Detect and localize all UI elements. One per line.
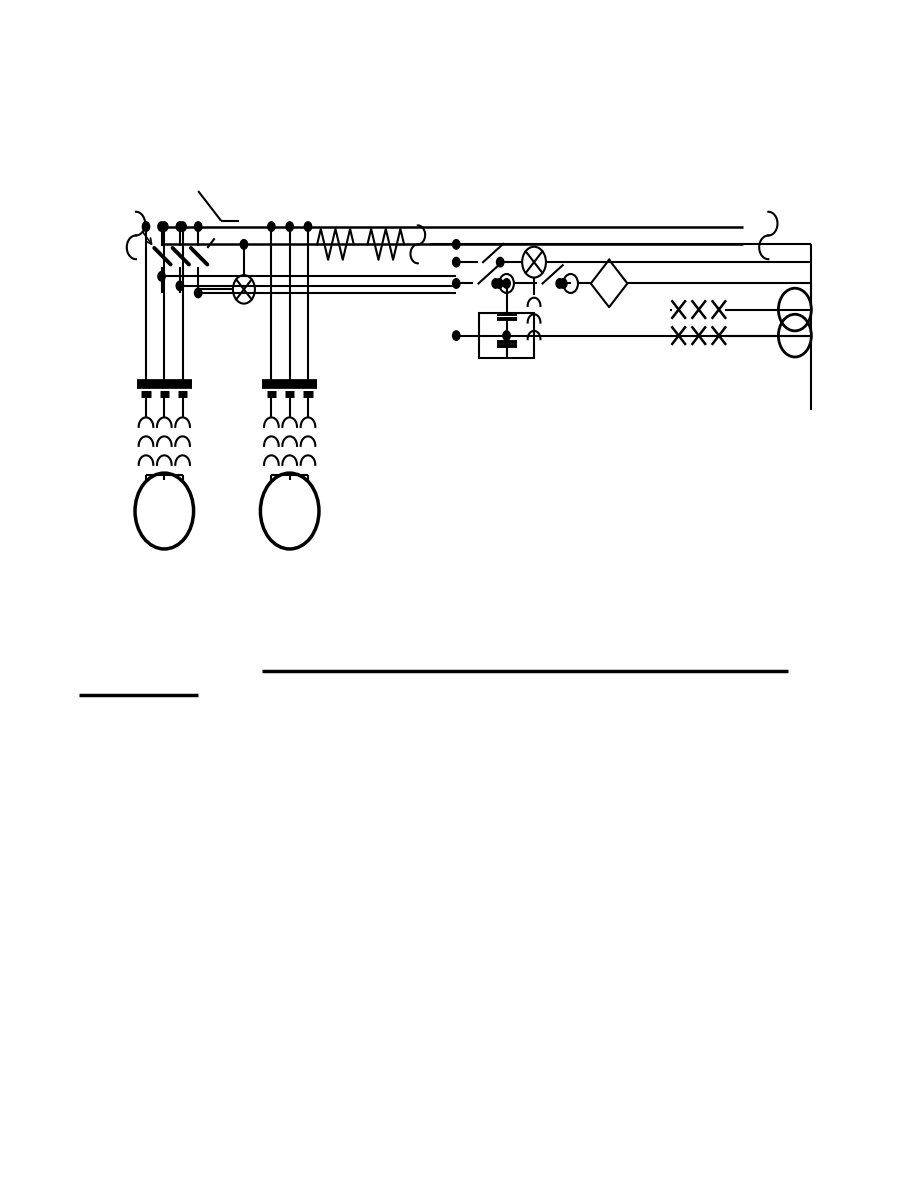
Circle shape [179, 222, 186, 232]
Circle shape [305, 222, 311, 232]
Circle shape [497, 258, 504, 267]
Circle shape [195, 289, 202, 298]
Circle shape [560, 279, 567, 289]
Circle shape [503, 331, 510, 341]
Circle shape [492, 279, 499, 289]
Circle shape [158, 272, 165, 282]
Circle shape [496, 279, 503, 289]
Circle shape [176, 282, 184, 291]
Circle shape [158, 222, 165, 232]
Circle shape [195, 222, 202, 232]
Circle shape [176, 222, 184, 232]
Circle shape [142, 222, 150, 232]
Circle shape [556, 279, 564, 289]
Circle shape [453, 331, 460, 341]
Circle shape [268, 222, 275, 232]
Circle shape [453, 258, 460, 267]
Circle shape [161, 222, 168, 232]
Circle shape [286, 222, 294, 232]
Circle shape [453, 279, 460, 289]
Bar [479, 314, 534, 358]
Circle shape [241, 240, 248, 249]
Circle shape [503, 279, 510, 289]
Circle shape [453, 240, 460, 249]
